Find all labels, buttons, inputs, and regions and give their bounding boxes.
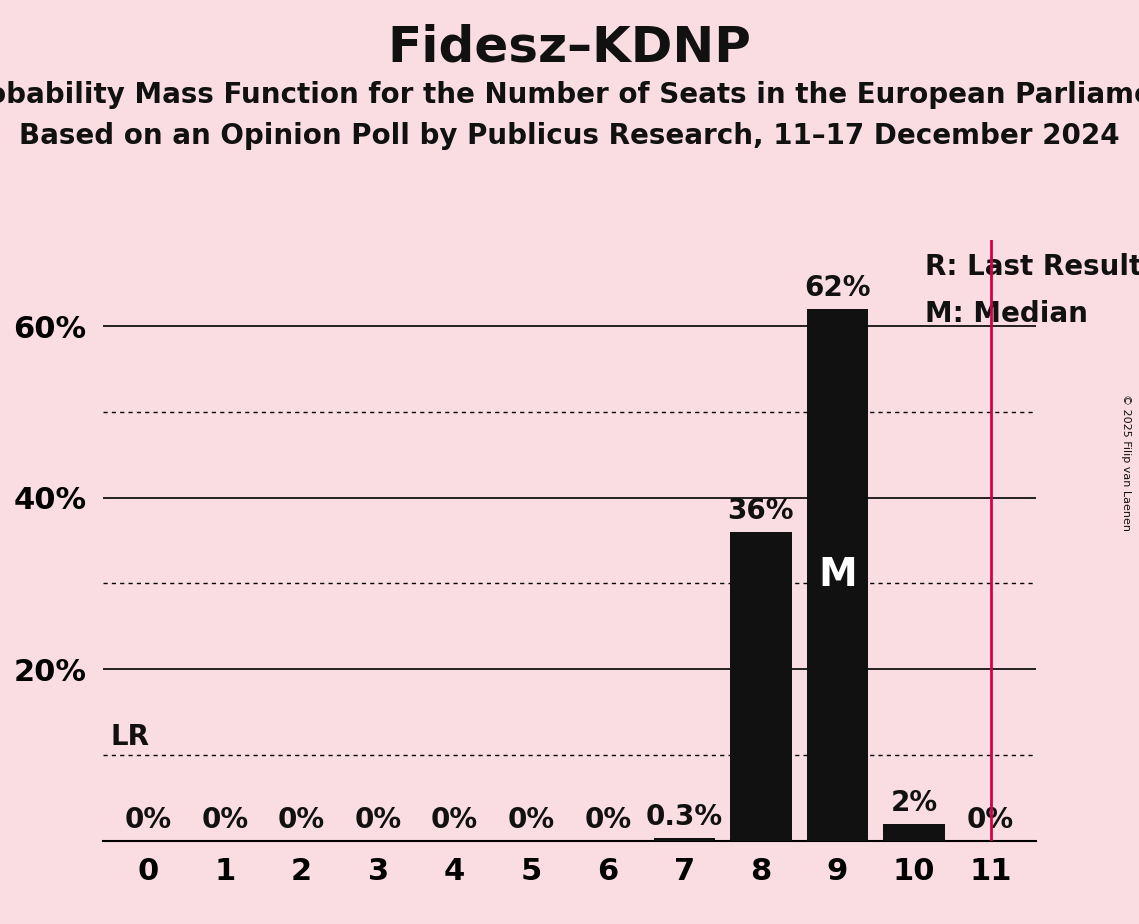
Text: 0.3%: 0.3% — [646, 803, 723, 832]
Text: 0%: 0% — [202, 806, 248, 834]
Text: M: M — [818, 556, 857, 594]
Text: R: Last Result: R: Last Result — [926, 253, 1139, 281]
Text: 62%: 62% — [804, 274, 870, 302]
Text: 0%: 0% — [967, 806, 1014, 834]
Text: 0%: 0% — [354, 806, 402, 834]
Text: Probability Mass Function for the Number of Seats in the European Parliament: Probability Mass Function for the Number… — [0, 81, 1139, 109]
Text: M: Median: M: Median — [926, 300, 1089, 328]
Text: 0%: 0% — [278, 806, 325, 834]
Text: © 2025 Filip van Laenen: © 2025 Filip van Laenen — [1121, 394, 1131, 530]
Text: 0%: 0% — [508, 806, 555, 834]
Text: Based on an Opinion Poll by Publicus Research, 11–17 December 2024: Based on an Opinion Poll by Publicus Res… — [19, 122, 1120, 150]
Text: LR: LR — [110, 723, 149, 750]
Bar — [654, 838, 715, 841]
Text: 0%: 0% — [584, 806, 631, 834]
Text: 36%: 36% — [728, 497, 794, 525]
Text: 0%: 0% — [125, 806, 172, 834]
Bar — [806, 309, 868, 841]
Text: Fidesz–KDNP: Fidesz–KDNP — [387, 23, 752, 71]
Bar — [884, 823, 944, 841]
Text: 0%: 0% — [431, 806, 478, 834]
Bar — [730, 532, 792, 841]
Text: 2%: 2% — [891, 789, 937, 817]
